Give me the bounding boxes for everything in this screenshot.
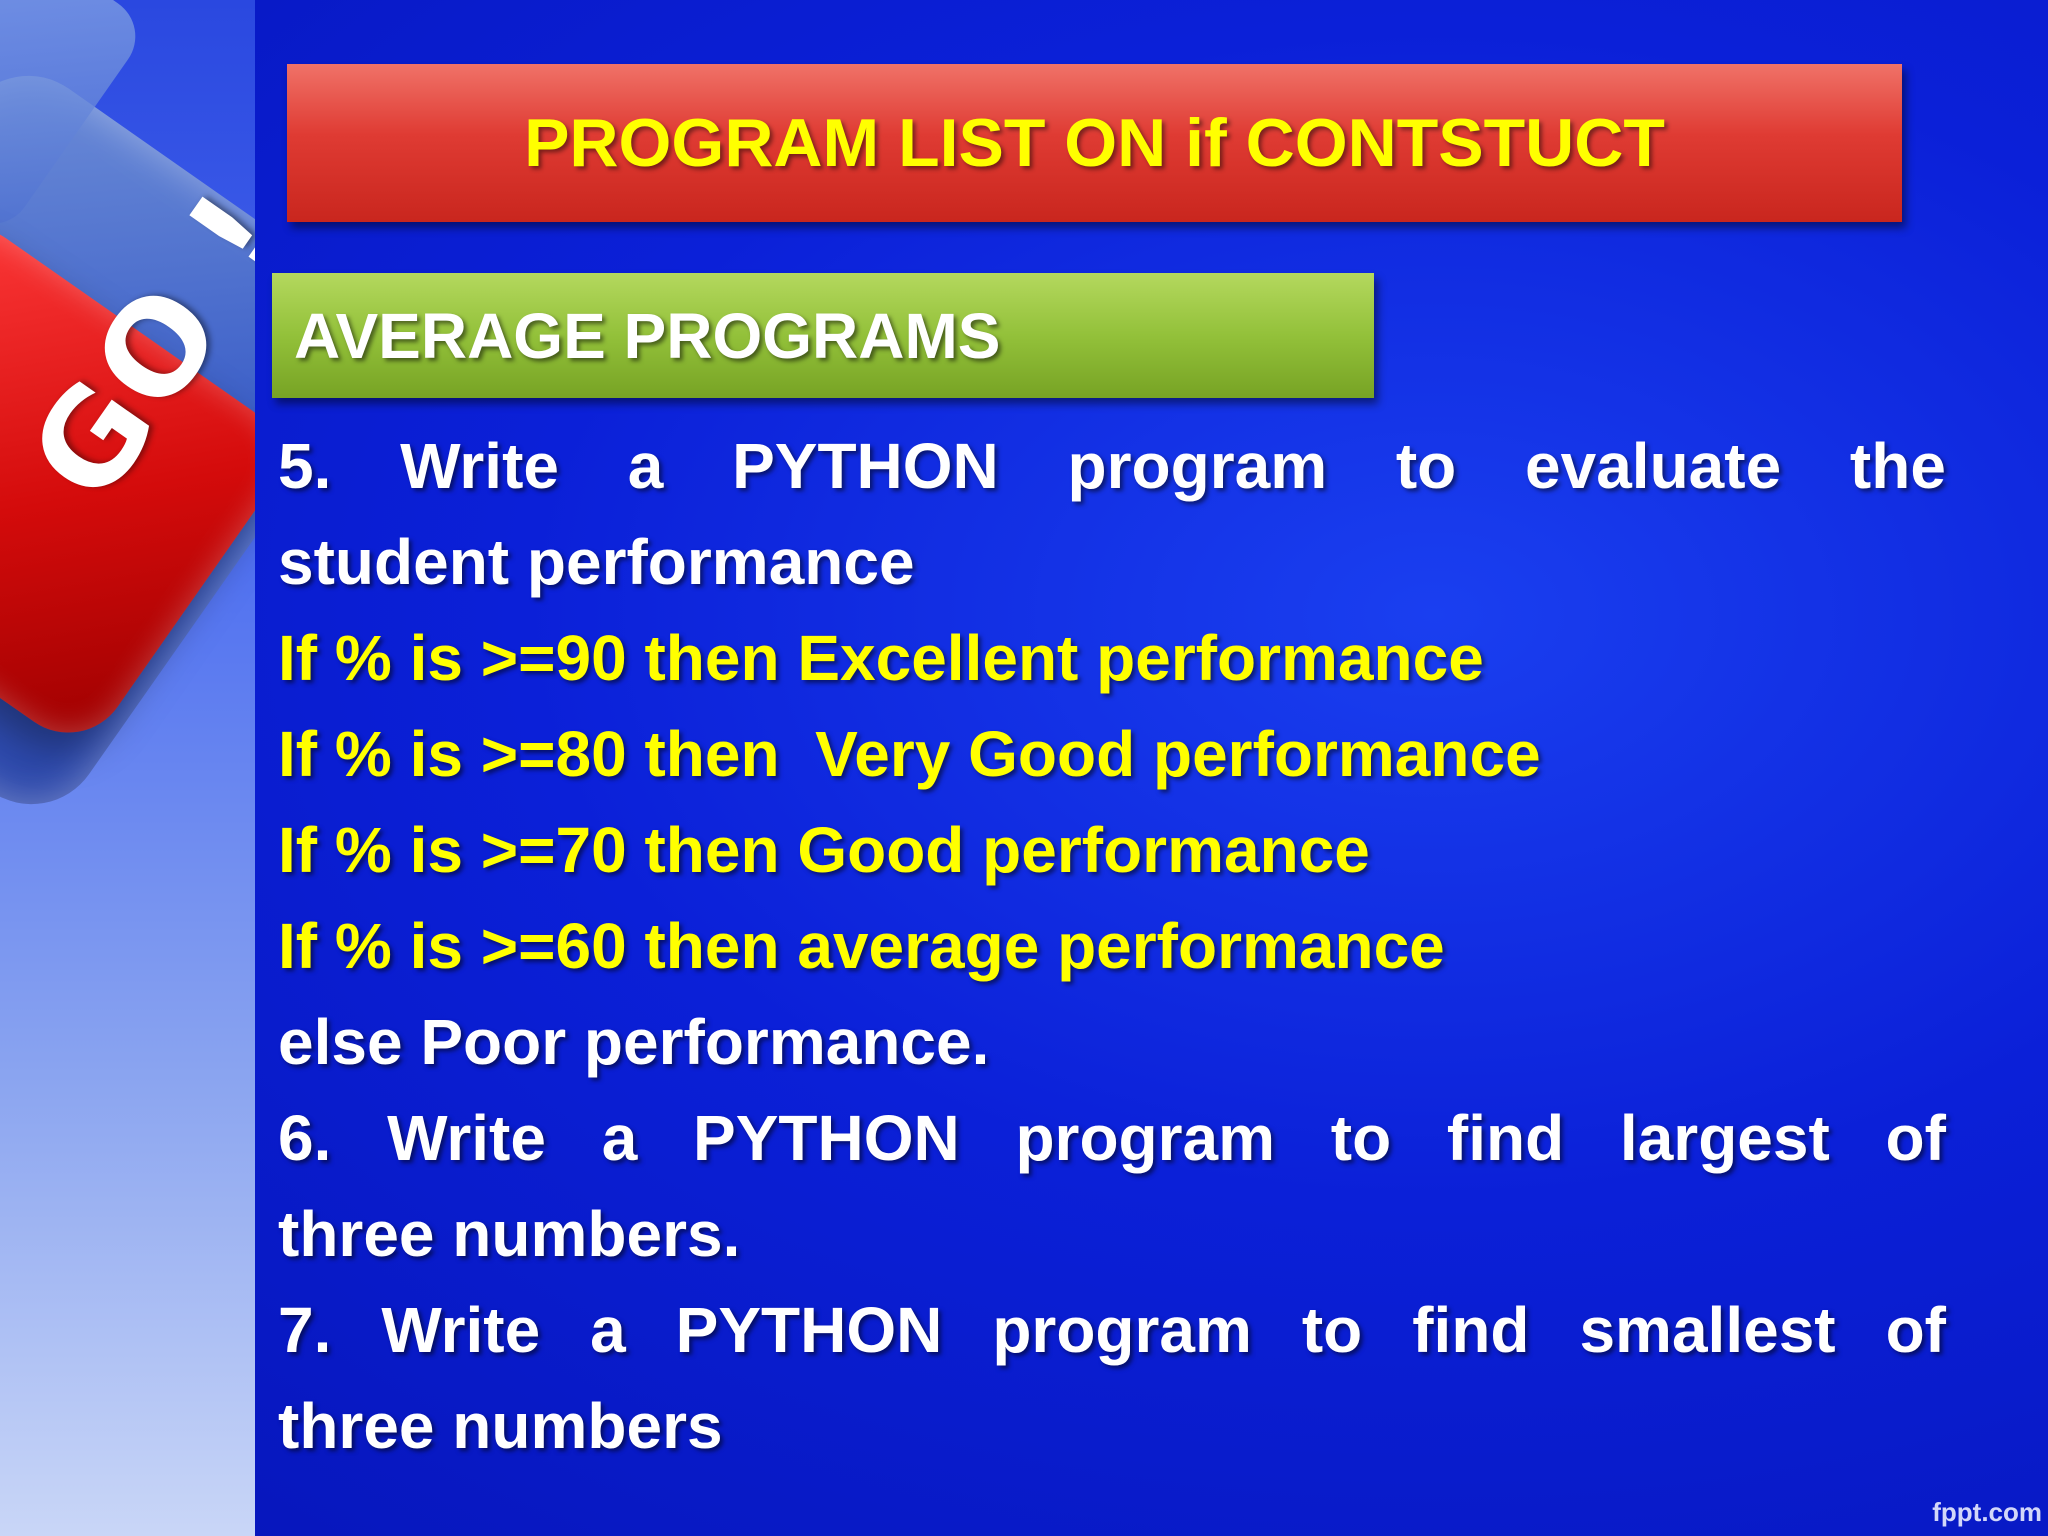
condition-80: If % is >=80 then Very Good performance [278,706,1946,802]
word: 7. [278,1294,332,1366]
word: the [1849,430,1946,502]
word: Write [400,430,559,502]
word: of [1885,1102,1946,1174]
item-5-line-2: student performance [278,526,915,598]
word: a [590,1294,626,1366]
word: smallest [1579,1294,1836,1366]
watermark: fppt.com [1932,1497,2042,1527]
word: program [1067,430,1328,502]
condition-90: If % is >=90 then Excellent performance [278,622,1484,694]
word: to [1330,1102,1392,1174]
item-7-line-1: 7. Write a PYTHON program to find smalle… [278,1282,1946,1378]
item-6-line-2: three numbers. [278,1198,741,1270]
word: find [1446,1102,1565,1174]
word: to [1301,1294,1363,1366]
word: largest [1619,1102,1830,1174]
condition-70: If % is >=70 then Good performance [278,814,1370,886]
word: PYTHON [732,430,999,502]
section-heading: AVERAGE PROGRAMS [294,299,1001,372]
word: program [1015,1102,1276,1174]
word: program [992,1294,1252,1366]
decorative-keyboard-panel: GO ! [0,0,255,1536]
word: find [1412,1294,1530,1366]
word: to [1395,430,1457,502]
slide-title: PROGRAM LIST ON if CONTSTUCT [524,105,1665,181]
word: of [1885,1294,1946,1366]
word: Write [387,1102,546,1174]
section-banner: AVERAGE PROGRAMS [272,273,1374,398]
program-list: 5. Write a PYTHON program to evaluate th… [278,418,1946,1474]
item-5-line-1: 5. Write a PYTHON program to evaluate th… [278,418,1946,514]
word: a [627,430,664,502]
word: PYTHON [693,1102,960,1174]
item-7-line-2: three numbers [278,1390,723,1462]
else-line: else Poor performance. [278,1006,990,1078]
title-banner: PROGRAM LIST ON if CONTSTUCT [287,64,1902,222]
word: a [601,1102,638,1174]
word: PYTHON [675,1294,943,1366]
word: evaluate [1525,430,1782,502]
word: 5. [278,430,332,502]
condition-60: If % is >=60 then average performance [278,910,1445,982]
condition-80-text: If % is >=80 then Very Good performance [278,718,1541,790]
item-6-line-1: 6. Write a PYTHON program to find larges… [278,1090,1946,1186]
word: Write [381,1294,541,1366]
word: 6. [278,1102,332,1174]
